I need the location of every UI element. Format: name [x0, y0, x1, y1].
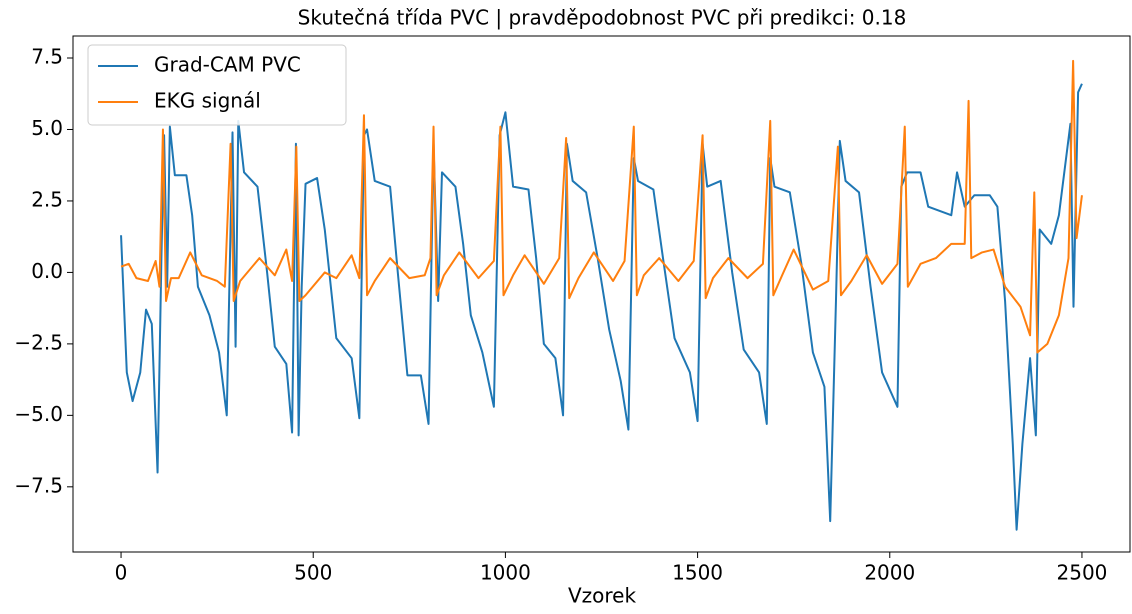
x-axis-label: Vzorek: [568, 584, 637, 608]
x-tick-label: 0: [115, 561, 128, 585]
x-tick-label: 500: [294, 561, 332, 585]
plot-frame: [72, 35, 1131, 553]
legend-label: EKG signál: [154, 89, 261, 113]
legend-label: Grad-CAM PVC: [154, 53, 301, 77]
legend-box: [87, 44, 347, 126]
y-tick-label: 0.0: [31, 259, 63, 283]
y-tick-label: −2.5: [14, 330, 63, 354]
y-tick-label: 7.5: [31, 45, 63, 69]
y-tick-label: −5.0: [14, 402, 63, 426]
y-tick-label: 2.5: [31, 187, 63, 211]
x-tick-label: 1500: [672, 561, 723, 585]
series-line: [120, 59, 1083, 354]
y-tick-label: 5.0: [31, 116, 63, 140]
series-line: [120, 83, 1083, 531]
y-tick-label: −7.5: [14, 473, 63, 497]
x-tick-label: 1000: [480, 561, 531, 585]
x-tick-label: 2000: [864, 561, 915, 585]
x-tick-label: 2500: [1057, 561, 1108, 585]
chart-title: Skutečná třída PVC | pravděpodobnost PVC…: [298, 6, 907, 30]
